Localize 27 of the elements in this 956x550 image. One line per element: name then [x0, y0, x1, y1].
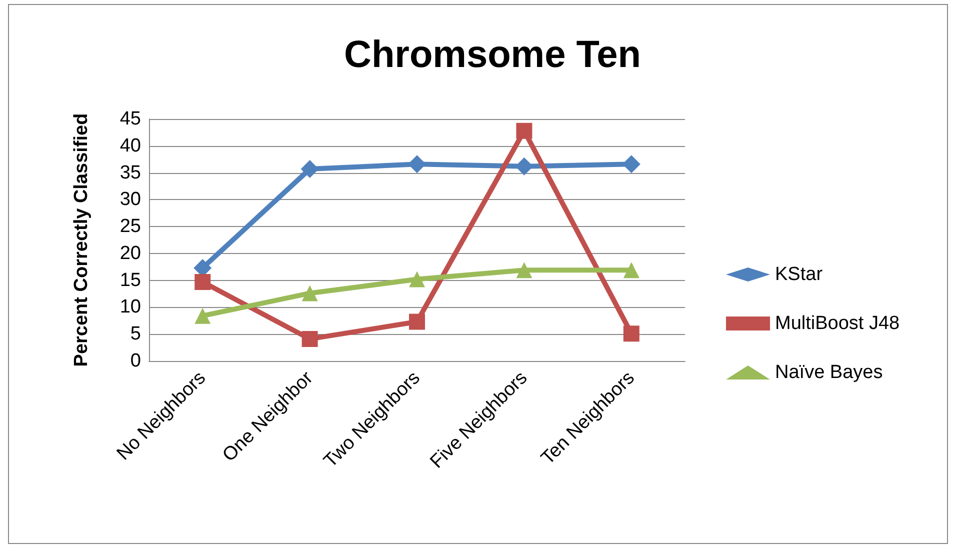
y-tick-label: 30: [120, 189, 141, 210]
y-tick-label: 45: [120, 108, 141, 130]
point: [623, 326, 640, 342]
point: [302, 330, 318, 347]
point: [516, 262, 532, 278]
y-tick-label: 15: [120, 270, 141, 291]
legend-label: KStar: [775, 264, 824, 285]
point: [300, 160, 319, 178]
point: [409, 271, 425, 288]
y-tick-label: 0: [130, 350, 141, 372]
point: [409, 314, 425, 330]
chart-title: Chromsome Ten: [344, 34, 642, 76]
y-tick-label: 10: [120, 296, 141, 318]
point: [516, 122, 532, 139]
point: [302, 285, 318, 302]
point: [194, 308, 211, 324]
point: [623, 262, 640, 278]
y-tick-label: 35: [120, 162, 141, 184]
y-tick-label: 25: [120, 216, 141, 238]
y-tick-label: 40: [120, 135, 141, 156]
y-tick-label: 20: [120, 242, 141, 264]
point: [194, 274, 211, 290]
point: [408, 155, 426, 174]
legend-label: MultiBoost J48: [775, 313, 900, 334]
legend-label: Naïve Bayes: [775, 362, 883, 383]
y-axis-title: Percent Correctly Classified: [71, 113, 92, 367]
y-tick-label: 5: [130, 324, 141, 345]
